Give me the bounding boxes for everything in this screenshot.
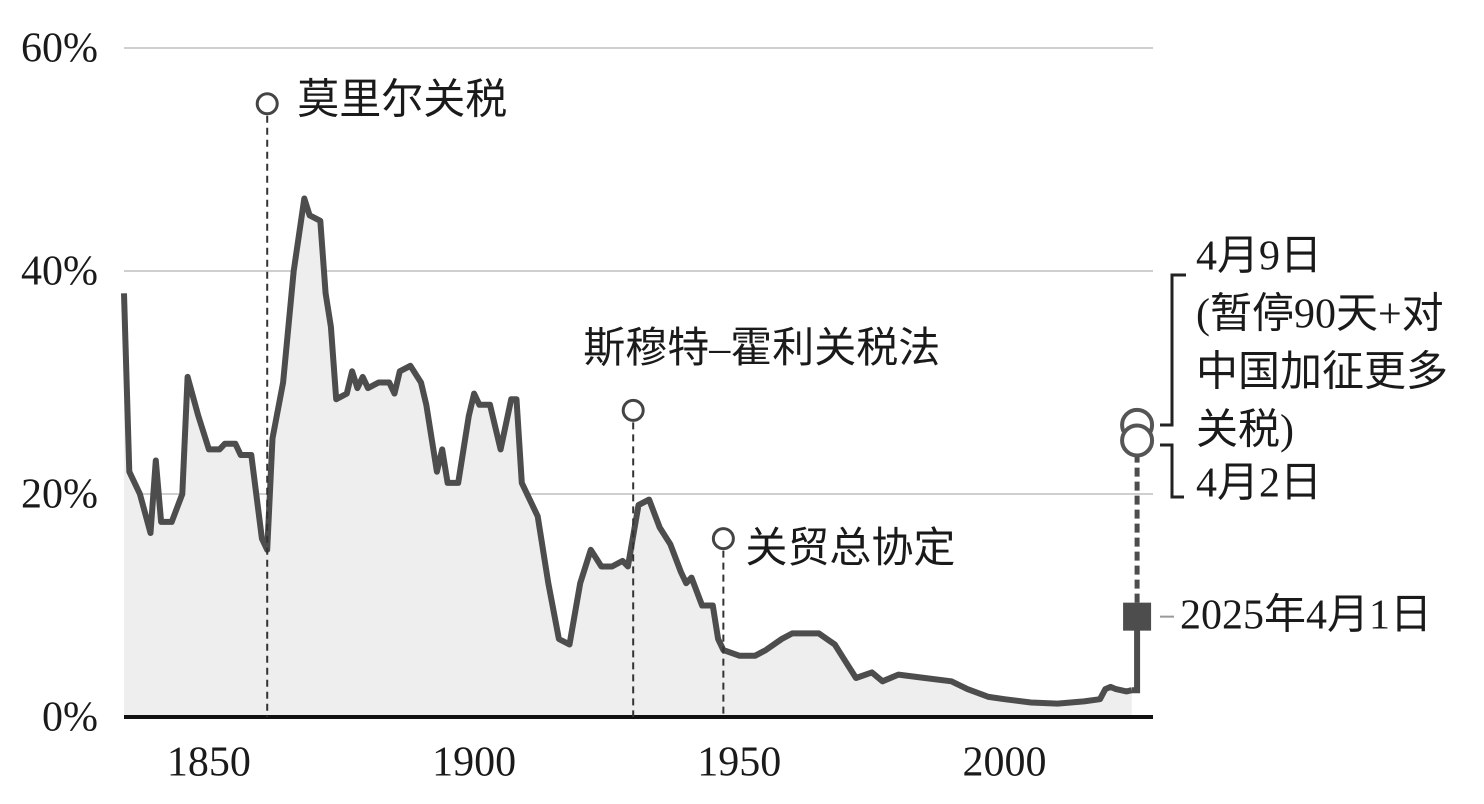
event-marker [621, 398, 645, 422]
line [121, 195, 1133, 707]
event-label: 关贸总协定 [745, 525, 955, 572]
recent-label: 4月9日 [1196, 234, 1322, 280]
bracket [1160, 273, 1186, 427]
x-tick-label: 1900 [432, 740, 516, 786]
x-tick-label: 1950 [697, 740, 781, 786]
event-label: 莫里尔关税 [297, 77, 507, 123]
recent-label: 中国加征更多 [1196, 350, 1448, 396]
area-fill [124, 198, 1132, 717]
event-marker [255, 92, 279, 116]
connector [1131, 616, 1141, 694]
x-tick-label: 2000 [962, 740, 1046, 786]
bracket [1160, 443, 1184, 499]
recent-label: 4月2日 [1196, 461, 1322, 507]
recent-marker [1123, 602, 1152, 631]
y-tick-label: 40% [21, 249, 98, 295]
recent-label: 2025年4月1日 [1180, 591, 1432, 638]
y-tick-label: 60% [21, 26, 98, 72]
event-label: 斯穆特–霍利关税法 [583, 326, 940, 372]
y-tick-label: 0% [42, 695, 98, 741]
y-tick-label: 20% [21, 472, 98, 518]
recent-label: (暂停90天+对 [1196, 291, 1444, 338]
x-tick-label: 1850 [167, 740, 251, 786]
recent-label: 关税) [1196, 408, 1294, 454]
event-marker [711, 527, 735, 551]
recent-marker [1120, 423, 1155, 458]
